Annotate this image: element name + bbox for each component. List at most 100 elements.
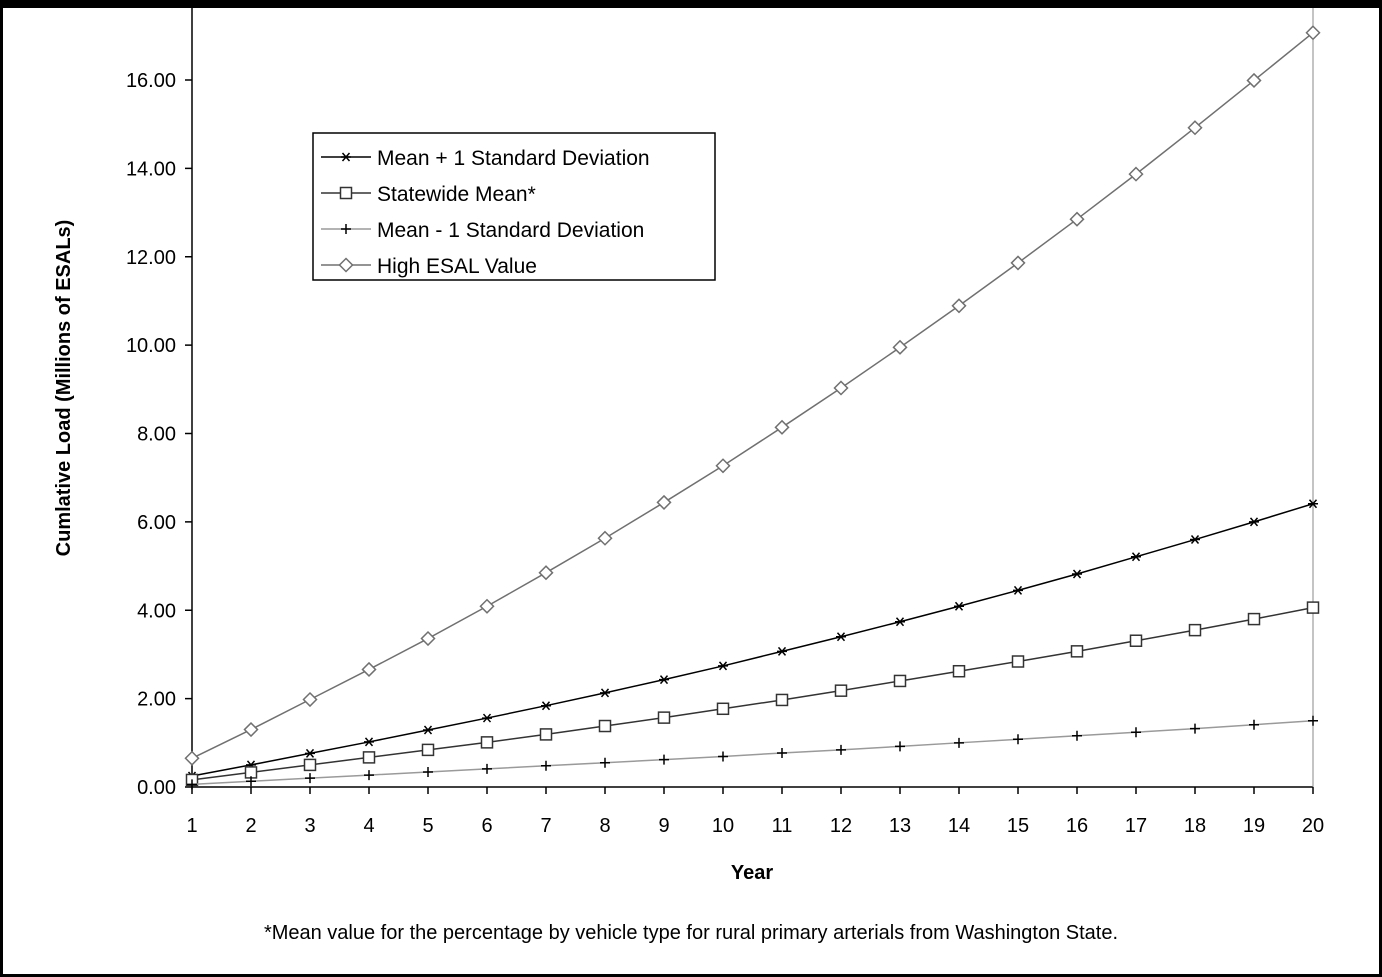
data-point — [1072, 730, 1082, 741]
data-point — [834, 684, 848, 697]
legend-entry-label: Mean + 1 Standard Deviation — [377, 147, 650, 170]
data-point — [341, 224, 351, 234]
data-point — [421, 743, 435, 757]
data-point — [302, 691, 318, 708]
data-point — [305, 748, 315, 758]
data-point — [539, 728, 553, 741]
data-point — [303, 758, 317, 772]
series-line — [191, 32, 1314, 759]
data-point — [895, 617, 905, 627]
x-tick-label: 5 — [422, 815, 433, 837]
x-tick-label: 12 — [830, 815, 852, 837]
x-tick-label: 3 — [304, 815, 315, 837]
series-line — [191, 606, 1314, 781]
data-point — [1305, 25, 1321, 41]
data-point — [305, 773, 315, 784]
data-point — [777, 646, 787, 656]
data-point — [1069, 211, 1085, 227]
series-high-esal-value — [184, 25, 1321, 766]
x-tick-label: 6 — [481, 815, 492, 837]
y-axis-title: Cumlative Load (Millions of ESALs) — [53, 220, 75, 557]
data-point — [952, 664, 966, 678]
data-point — [954, 737, 964, 748]
data-point — [361, 661, 377, 678]
data-point — [1249, 517, 1259, 527]
data-point — [184, 750, 200, 766]
data-point — [538, 565, 554, 581]
x-tick-label: 8 — [599, 815, 610, 837]
data-point — [338, 257, 354, 273]
data-point — [479, 598, 495, 614]
x-tick-label: 7 — [540, 815, 551, 837]
data-point — [1308, 499, 1318, 509]
data-point — [482, 763, 492, 774]
data-point — [718, 751, 728, 762]
x-tick-label: 11 — [772, 815, 793, 837]
data-point — [954, 601, 964, 611]
x-tick-label: 20 — [1302, 815, 1324, 837]
data-point — [362, 751, 376, 764]
data-point — [1246, 72, 1262, 89]
data-point — [364, 770, 374, 781]
data-point — [777, 747, 787, 758]
data-point — [1128, 166, 1144, 182]
x-tick-label: 2 — [245, 815, 256, 837]
x-tick-label: 9 — [658, 815, 669, 837]
data-point — [1070, 645, 1084, 658]
x-tick-label: 1 — [186, 815, 197, 837]
data-point — [1131, 727, 1141, 738]
data-point — [775, 693, 789, 707]
data-point — [718, 661, 728, 671]
data-point — [243, 721, 259, 738]
data-point — [1131, 552, 1141, 562]
x-tick-label: 19 — [1243, 815, 1265, 837]
data-point — [1013, 585, 1023, 595]
data-point — [1247, 612, 1261, 626]
data-point — [482, 713, 492, 723]
axes: 0.00 2.00 4.00 6.00 8.00 10.00 12.00 14.00 16.00… — [126, 8, 1324, 837]
series-statewide-mean — [185, 601, 1320, 787]
x-tick-label: 10 — [712, 815, 734, 837]
data-point — [951, 298, 967, 314]
data-point — [1129, 634, 1143, 647]
y-tick-label: 10.00 — [126, 335, 176, 357]
data-point — [836, 744, 846, 755]
y-tick-label: 2.00 — [137, 689, 176, 711]
legend-entry-label: High ESAL Value — [377, 255, 537, 278]
data-point — [1010, 255, 1026, 271]
data-point — [715, 458, 731, 474]
data-point — [339, 186, 353, 200]
legend-box — [312, 132, 716, 281]
y-tick-label: 14.00 — [126, 158, 176, 180]
series-mean-1-standard-deviation — [187, 715, 1318, 790]
legend: Mean + 1 Standard Deviation Statewide Mea… — [312, 132, 716, 281]
data-point — [1306, 601, 1320, 614]
series-line — [191, 719, 1314, 786]
data-point — [1013, 734, 1023, 745]
data-point — [246, 776, 256, 787]
data-point — [341, 152, 351, 162]
data-point — [541, 701, 551, 711]
y-tick-label: 4.00 — [137, 600, 176, 622]
x-tick-label: 18 — [1184, 815, 1206, 837]
data-point — [420, 630, 436, 647]
x-tick-label: 15 — [1007, 815, 1029, 837]
data-point — [656, 494, 672, 510]
data-point — [1011, 655, 1025, 668]
data-point — [423, 725, 433, 735]
data-point — [598, 719, 612, 733]
data-point — [187, 779, 197, 790]
x-tick-label: 13 — [889, 815, 911, 837]
data-point — [480, 736, 494, 749]
data-point — [892, 339, 908, 355]
data-point — [659, 754, 669, 765]
data-point — [716, 702, 730, 716]
data-point — [774, 419, 790, 435]
data-point — [895, 741, 905, 752]
x-tick-label: 17 — [1125, 815, 1147, 837]
data-point — [1190, 535, 1200, 545]
footnote: *Mean value for the percentage by vehicl… — [263, 922, 1119, 944]
y-tick-label: 8.00 — [137, 424, 176, 446]
data-point — [597, 530, 613, 546]
data-point — [1072, 569, 1082, 579]
